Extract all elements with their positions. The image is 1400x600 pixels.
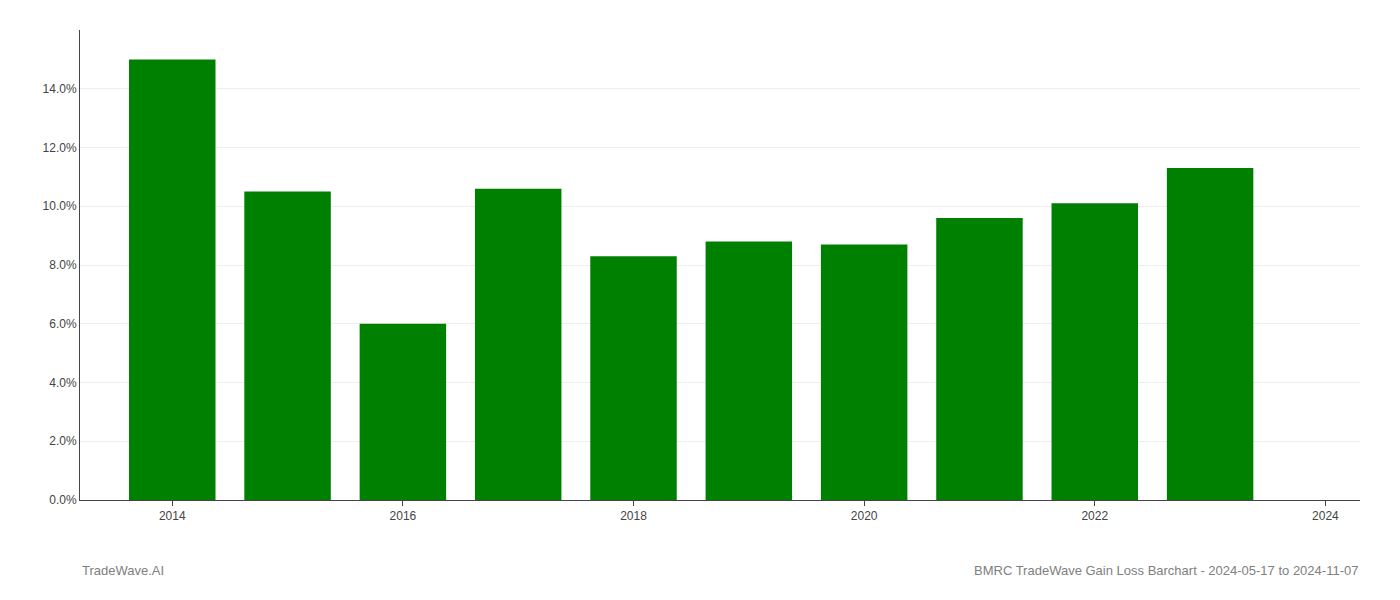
svg-text:14.0%: 14.0% <box>43 82 77 96</box>
svg-text:2022: 2022 <box>1081 509 1108 523</box>
svg-text:10.0%: 10.0% <box>43 199 77 213</box>
svg-text:2020: 2020 <box>851 509 878 523</box>
svg-text:2016: 2016 <box>390 509 417 523</box>
svg-text:6.0%: 6.0% <box>49 317 77 331</box>
svg-text:2018: 2018 <box>620 509 647 523</box>
svg-text:TradeWave.AI: TradeWave.AI <box>82 563 164 578</box>
svg-text:4.0%: 4.0% <box>49 376 77 390</box>
svg-text:2014: 2014 <box>159 509 186 523</box>
svg-text:12.0%: 12.0% <box>43 141 77 155</box>
svg-text:BMRC TradeWave Gain Loss Barch: BMRC TradeWave Gain Loss Barchart - 2024… <box>974 563 1358 578</box>
svg-text:2024: 2024 <box>1312 509 1339 523</box>
svg-text:0.0%: 0.0% <box>49 493 77 507</box>
svg-text:8.0%: 8.0% <box>49 258 77 272</box>
svg-text:2.0%: 2.0% <box>49 434 77 448</box>
